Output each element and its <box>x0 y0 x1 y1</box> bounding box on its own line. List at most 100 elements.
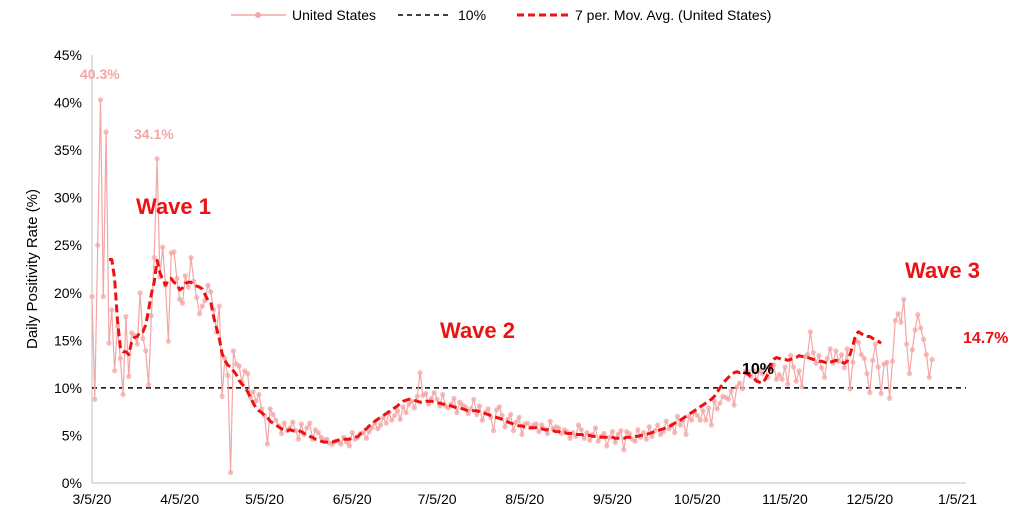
daily-point <box>592 425 599 431</box>
daily-point <box>179 300 186 306</box>
daily-point <box>349 430 355 436</box>
daily-point <box>672 430 678 436</box>
daily-point <box>400 404 406 410</box>
daily-point <box>137 290 143 296</box>
daily-point <box>264 441 270 447</box>
daily-point <box>884 359 890 365</box>
daily-point <box>228 469 234 476</box>
y-tick-label: 5% <box>62 427 82 443</box>
daily-point <box>134 341 140 347</box>
daily-point <box>773 376 780 382</box>
daily-point <box>270 411 276 418</box>
daily-point <box>544 430 551 437</box>
daily-point <box>315 430 321 436</box>
daily-point <box>663 418 669 424</box>
daily-point <box>649 433 655 439</box>
daily-point <box>519 431 525 438</box>
daily-point <box>426 401 432 407</box>
daily-point <box>824 355 831 361</box>
daily-point <box>525 420 531 426</box>
daily-point <box>607 434 613 440</box>
daily-point <box>714 406 720 412</box>
daily-point <box>861 355 867 361</box>
daily-point <box>915 312 921 318</box>
daily-point <box>635 427 641 433</box>
y-tick-label: 30% <box>54 190 82 206</box>
daily-point <box>199 303 205 309</box>
daily-point <box>923 352 930 358</box>
daily-point <box>731 402 737 408</box>
y-tick-label: 0% <box>62 475 82 491</box>
daily-point <box>643 436 650 442</box>
daily-point <box>799 384 805 390</box>
x-tick-label: 3/5/20 <box>73 491 112 507</box>
daily-point <box>567 435 573 441</box>
daily-point <box>417 370 423 376</box>
daily-point <box>397 416 403 422</box>
daily-point <box>578 427 584 433</box>
y-tick-labels: 0% 5% 10% 15% 20% 25% 30% 35% 40% 45% <box>54 47 82 491</box>
legend: United States 10% 7 per. Mov. Avg. (Unit… <box>231 7 771 23</box>
daily-point <box>95 242 101 248</box>
daily-point <box>225 372 231 379</box>
daily-point <box>440 391 446 398</box>
daily-point <box>609 429 616 435</box>
annotation-last-average: 14.7% <box>963 330 1008 347</box>
daily-point <box>674 413 681 419</box>
daily-point <box>154 156 160 162</box>
y-axis-title: Daily Positivity Rate (%) <box>24 189 41 349</box>
daily-point <box>762 364 768 370</box>
daily-point <box>819 365 825 371</box>
daily-point <box>711 398 717 404</box>
x-tick-label: 8/5/20 <box>505 491 544 507</box>
daily-point <box>587 437 593 443</box>
daily-point <box>926 374 932 380</box>
daily-point <box>717 400 723 406</box>
daily-point <box>143 348 149 354</box>
daily-point <box>796 368 802 374</box>
daily-point <box>307 420 313 426</box>
daily-point <box>734 384 740 390</box>
daily-point <box>822 374 828 380</box>
daily-point <box>689 417 695 423</box>
daily-point <box>805 352 811 358</box>
daily-point <box>833 348 839 354</box>
daily-point <box>117 355 123 361</box>
daily-point <box>875 364 881 370</box>
daily-point <box>89 294 95 300</box>
daily-point <box>267 406 273 412</box>
daily-point <box>403 410 409 416</box>
daily-point <box>92 396 98 402</box>
daily-point <box>855 339 862 345</box>
daily-point <box>338 441 344 447</box>
daily-point <box>160 244 166 250</box>
annotation-threshold-label: 10% <box>742 361 774 378</box>
daily-point <box>737 380 743 386</box>
daily-point <box>109 307 115 313</box>
daily-point <box>222 355 228 361</box>
daily-point <box>256 391 262 398</box>
daily-point <box>533 421 539 427</box>
daily-point <box>245 371 251 377</box>
daily-point <box>776 372 782 378</box>
daily-point <box>816 353 822 359</box>
daily-point <box>779 376 785 382</box>
daily-point <box>454 410 460 416</box>
daily-point <box>615 431 621 438</box>
daily-point <box>281 420 287 426</box>
daily-point <box>539 422 545 428</box>
daily-point <box>491 428 497 434</box>
daily-point <box>646 424 652 430</box>
daily-point <box>706 405 712 411</box>
daily-point <box>499 412 505 419</box>
x-tick-label: 6/5/20 <box>333 491 372 507</box>
daily-point <box>290 419 296 425</box>
daily-point <box>151 255 157 261</box>
daily-point <box>120 391 126 398</box>
daily-point <box>827 346 833 352</box>
daily-point <box>618 428 624 434</box>
daily-point <box>909 347 915 353</box>
y-tick-label: 45% <box>54 47 82 63</box>
x-tick-label: 12/5/20 <box>846 491 893 507</box>
daily-point <box>216 303 222 309</box>
